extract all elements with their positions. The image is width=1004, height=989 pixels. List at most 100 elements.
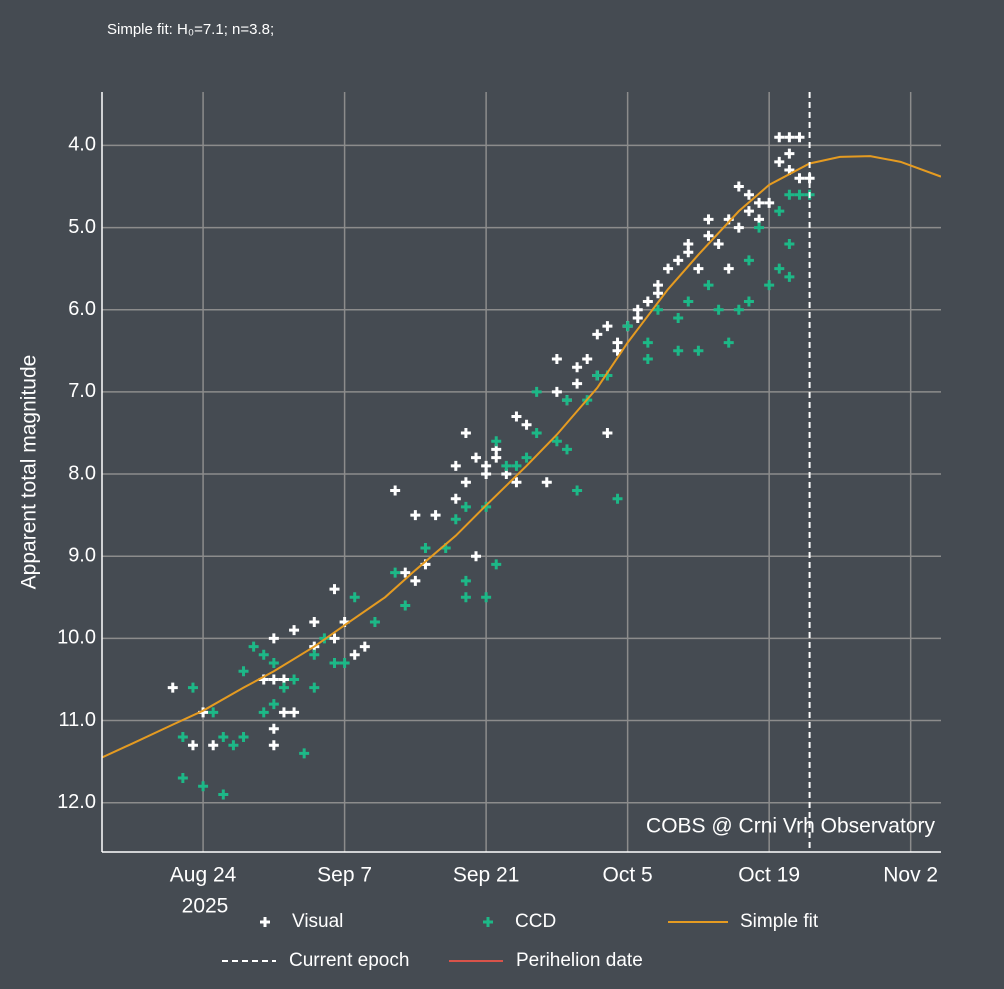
legend-label: CCD — [515, 911, 556, 932]
point — [511, 460, 522, 471]
point — [632, 304, 643, 315]
point — [784, 148, 795, 159]
point — [359, 641, 370, 652]
point — [460, 501, 471, 512]
point — [663, 263, 674, 274]
point — [268, 699, 279, 710]
point — [400, 567, 411, 578]
point — [693, 345, 704, 356]
point — [784, 189, 795, 200]
point — [794, 189, 805, 200]
point — [713, 239, 724, 249]
point — [683, 296, 694, 307]
point — [572, 362, 583, 373]
legend: Visual CCD Simple fit Current epoch Periheli… — [222, 911, 819, 971]
point — [309, 649, 320, 660]
point — [592, 370, 603, 381]
point — [521, 452, 532, 463]
point — [754, 197, 765, 208]
x-tick-label: Oct 19 — [738, 864, 800, 887]
point — [238, 666, 249, 677]
point — [754, 222, 765, 233]
point — [258, 707, 269, 718]
x-year-label: 2025 — [182, 895, 229, 918]
y-tick-label: 5.0 — [68, 216, 96, 238]
point — [572, 378, 583, 389]
point — [349, 649, 360, 660]
point — [491, 436, 502, 447]
point — [268, 633, 279, 644]
x-tick-label: Sep 7 — [317, 864, 372, 887]
point — [561, 395, 572, 406]
point — [551, 436, 562, 447]
point — [622, 321, 633, 332]
point — [642, 354, 653, 365]
y-tick-label: 8.0 — [68, 462, 96, 484]
point — [289, 625, 300, 636]
point — [531, 427, 542, 438]
point — [683, 247, 694, 258]
point — [784, 132, 795, 143]
point — [471, 551, 482, 562]
point — [460, 477, 471, 488]
point — [309, 682, 320, 693]
y-tick-label: 9.0 — [68, 544, 96, 566]
point — [784, 271, 795, 282]
point — [602, 321, 613, 332]
point — [723, 263, 734, 274]
point — [713, 304, 724, 315]
legend-marker — [483, 917, 493, 927]
point — [541, 477, 552, 488]
point — [420, 543, 431, 553]
point — [329, 658, 340, 669]
y-axis-label: Apparent total magnitude — [18, 355, 41, 590]
legend-label: Simple fit — [740, 911, 819, 932]
point — [218, 731, 229, 742]
point — [774, 263, 785, 274]
point — [743, 206, 754, 217]
x-tick-label: Aug 24 — [170, 864, 237, 887]
point — [501, 460, 512, 471]
point — [774, 156, 785, 167]
point — [743, 296, 754, 307]
point — [733, 181, 744, 192]
point — [218, 789, 229, 800]
point — [329, 584, 340, 595]
point — [248, 641, 259, 652]
x-tick-label: Oct 5 — [603, 864, 653, 887]
point — [673, 255, 684, 266]
point — [673, 312, 684, 323]
point — [774, 132, 785, 143]
point — [390, 567, 401, 578]
chart-title: Simple fit: H₀=7.1; n=3.8; — [107, 21, 274, 38]
legend-marker — [260, 917, 270, 927]
point — [208, 740, 219, 751]
point — [612, 493, 623, 504]
point — [511, 477, 522, 488]
point — [289, 674, 300, 685]
y-tick-label: 7.0 — [68, 380, 96, 402]
point — [764, 280, 775, 291]
point — [481, 501, 492, 512]
point — [774, 206, 785, 217]
point — [177, 773, 188, 784]
point — [450, 460, 461, 471]
point — [450, 493, 461, 504]
legend-label: Perihelion date — [516, 950, 643, 971]
point — [784, 239, 795, 249]
point — [481, 592, 492, 603]
point — [369, 616, 380, 627]
point — [561, 444, 572, 455]
point — [743, 189, 754, 200]
point — [642, 296, 653, 307]
plot-area — [102, 92, 941, 852]
point — [703, 230, 714, 241]
annotation: COBS @ Crni Vrh Observatory — [646, 815, 935, 838]
point — [794, 132, 805, 143]
point — [733, 304, 744, 315]
point — [491, 559, 502, 570]
point — [733, 222, 744, 233]
point — [551, 354, 562, 365]
point — [390, 485, 401, 496]
